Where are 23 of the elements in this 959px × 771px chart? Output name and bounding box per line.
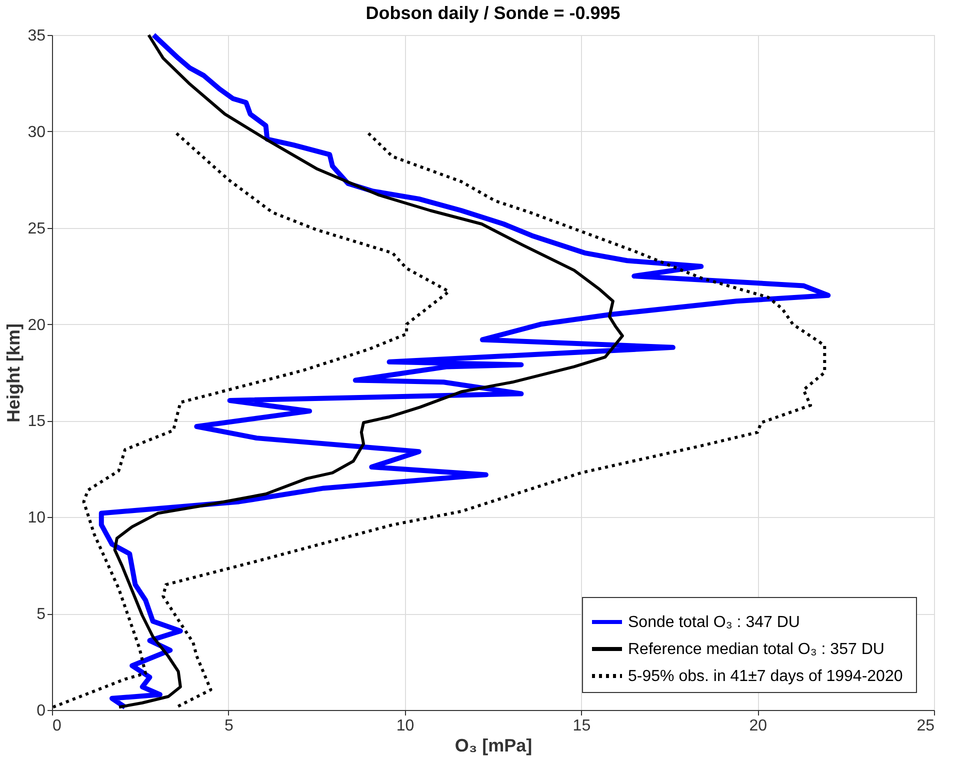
y-axis-title: Height [km]: [4, 324, 24, 422]
y-tick-label: 15: [28, 413, 46, 430]
y-tick-label: 10: [28, 510, 46, 527]
legend-label: 5-95% obs. in 41±7 days of 1994-2020: [628, 668, 903, 685]
y-tick-label: 20: [28, 316, 46, 334]
line-series: [162, 132, 826, 709]
y-tick-label: 35: [28, 28, 46, 44]
x-tick-label: 20: [749, 718, 768, 734]
x-tick-label: 5: [224, 718, 234, 734]
chart-title: Dobson daily / Sonde = -0.995: [366, 3, 620, 23]
y-tick-label: 0: [36, 702, 46, 720]
y-tick-label: 5: [36, 606, 46, 624]
y-tick-label: 25: [28, 220, 46, 238]
legend-label: Reference median total O₃ : 357 DU: [628, 641, 884, 658]
x-tick-label: 0: [52, 718, 62, 734]
x-axis-title: O₃ [mPa]: [454, 736, 532, 756]
line-series: [113, 34, 624, 709]
x-tick-label: 25: [916, 718, 935, 734]
x-tick-label: 15: [572, 718, 591, 734]
legend-label: Sonde total O₃ : 347 DU: [628, 614, 800, 631]
line-series: [52, 132, 450, 709]
y-tick-label: 30: [28, 124, 46, 141]
x-tick-label: 10: [396, 718, 414, 734]
